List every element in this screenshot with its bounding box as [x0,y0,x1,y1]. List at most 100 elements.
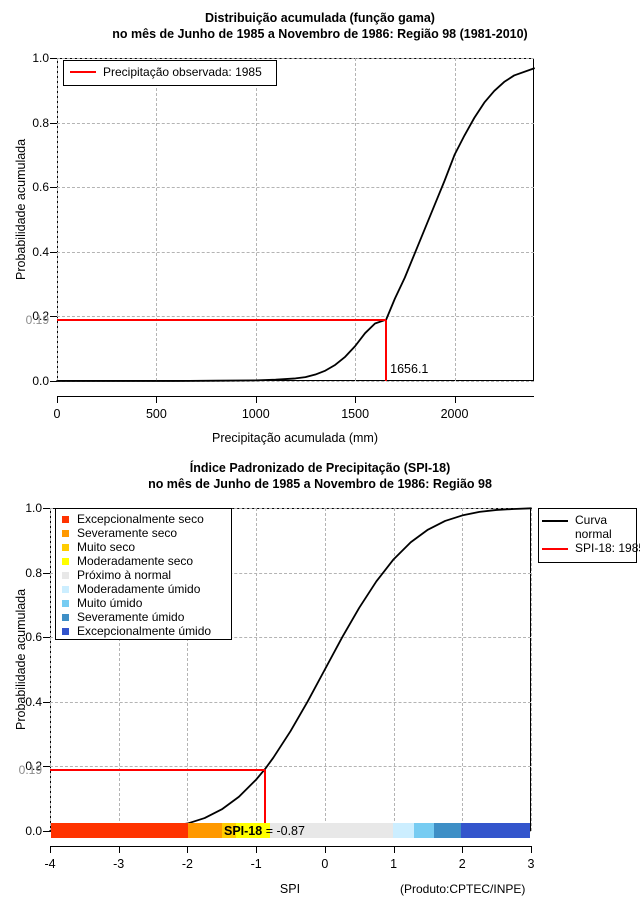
spi-value-annotation: SPI-18 = -0.87 [224,824,305,838]
y-axis-tick [43,572,50,574]
gridline-vertical [255,58,257,381]
y-tick-label: 0.4 [25,694,42,709]
x-axis-tick [454,396,456,403]
gridline-horizontal [57,316,534,318]
y-axis-tick [43,766,50,768]
bottom-x-axis-line [50,846,531,847]
legend-item-spi-category: Muito úmido [58,596,229,610]
gridline-horizontal [57,251,534,253]
colorbar-segment [434,823,462,838]
y-tick-label: 0.0 [32,374,49,388]
gridline-horizontal [57,58,534,59]
legend-label-precipitacao-observada: Precipitação observada: 1985 [103,65,262,79]
normal-cumulative-curve [49,507,532,832]
x-tick-label: -2 [181,857,193,871]
legend-label-spi-category: Muito seco [77,540,136,554]
gridline-vertical [462,508,464,831]
legend-label-curve-line1: SPI-18: 1985 [575,541,640,555]
colorbar-segment [222,823,236,838]
y-tick-label: 0.4 [32,244,49,259]
cumulative-gamma-chart-panel: Distribuição acumulada (função gama) no … [14,11,535,445]
top-x-axis-title: Precipitação acumulada (mm) [211,431,379,445]
x-tick-label: 3 [527,857,535,871]
bottom-marker-horizontal-line [50,768,266,771]
spi-category-legend: Excepcionalmente seco Severamente seco Mui… [55,508,232,640]
y-tick-label: 0.2 [25,759,42,774]
bottom-x-axis-title: SPI [279,882,301,896]
x-axis-tick [324,846,326,853]
spi-value-annotation-value: = -0.87 [262,824,305,838]
gridline-vertical [256,508,258,831]
gamma-cumulative-curve [56,67,535,382]
legend-color-swatch [62,529,69,537]
y-axis-tick [50,122,57,124]
gridline-horizontal [50,701,531,703]
gridline-horizontal [50,766,531,768]
legend-item-spi-category: Severamente úmido [58,610,229,624]
x-tick-label: -3 [113,857,125,871]
x-tick-label: 1500 [341,407,370,421]
colorbar-segment [393,823,414,838]
x-axis-tick [50,846,51,853]
y-axis-tick [50,58,57,59]
top-marker-vertical-line [385,319,388,381]
legend-label-spi-category: Muito úmido [77,596,143,610]
top-chart-title-line2: no mês de Junho de 1985 a Novembro de 19… [112,27,528,41]
top-marker-y-value-label: 0.19 [25,312,49,327]
gridline-vertical [454,58,456,381]
legend-label-spi-category: Severamente seco [77,526,178,540]
bottom-chart-title-line2: no mês de Junho de 1985 a Novembro de 19… [148,477,492,491]
bottom-chart-title-line1: Índice Padronizado de Precipitação (SPI-… [189,461,451,475]
spi-value-annotation-name: SPI-18 [224,824,263,838]
y-tick-label: 0.6 [25,630,42,645]
top-y-axis-title: Probabilidade acumulada [14,138,28,280]
legend-line-swatch [542,548,568,550]
gridline-horizontal [50,572,531,574]
legend-label-curve-line2: normal [575,527,612,541]
gridline-horizontal [50,637,531,639]
gridline-horizontal [57,187,534,189]
legend-color-swatch [62,627,69,635]
gridline-vertical [50,508,51,831]
x-axis-tick [57,396,58,403]
legend-item-curve: SPI-18: 1985 [542,541,640,555]
gridline-vertical [57,58,58,381]
curve-legend: Curva normal SPI-18: 1985 [538,508,640,563]
legend-item-spi-category: Moderadamente seco [58,554,229,568]
legend-label-spi-category: Excepcionalmente seco [77,512,204,526]
y-tick-label: 1.0 [25,501,42,515]
y-axis-tick [50,381,57,382]
top-chart-legend: Precipitação observada: 1985 [63,60,277,86]
x-axis-tick [355,396,357,403]
spi-normal-chart-panel: Índice Padronizado de Precipitação (SPI-… [0,450,640,900]
x-tick-label: 2000 [440,407,469,421]
spi-category-colorbar [51,823,530,838]
legend-label-wrap: SPI-18: 1985 [575,541,640,555]
x-axis-tick [187,846,189,853]
gridline-vertical [118,508,120,831]
gridline-vertical [531,508,532,831]
legend-item-spi-category: Excepcionalmente seco [58,512,229,526]
gridline-vertical [393,508,395,831]
x-tick-label: 2 [458,857,466,871]
bottom-marker-y-value-label: 0.19 [18,762,42,777]
colorbar-segment [187,823,223,838]
legend-line-swatch-red [70,71,96,73]
x-tick-label: 1 [390,857,398,871]
legend-item-spi-category: Próximo à normal [58,568,229,582]
legend-label-spi-category: Severamente úmido [77,610,185,624]
gridline-vertical [187,508,189,831]
colorbar-segment [461,823,530,838]
colorbar-segment [235,823,270,838]
y-tick-label: 0.8 [25,565,42,580]
legend-color-swatch [62,515,69,523]
legend-item-spi-category: Excepcionalmente úmido [58,624,229,638]
legend-line-swatch [542,520,568,522]
legend-label-spi-category: Moderadamente seco [77,554,194,568]
y-axis-tick [43,637,50,639]
y-tick-label: 0.8 [32,115,49,130]
y-tick-label: 0.6 [32,180,49,195]
legend-label-spi-category: Próximo à normal [77,568,172,582]
legend-color-swatch [62,557,69,565]
top-marker-x-value-label: 1656.1 [390,362,429,376]
